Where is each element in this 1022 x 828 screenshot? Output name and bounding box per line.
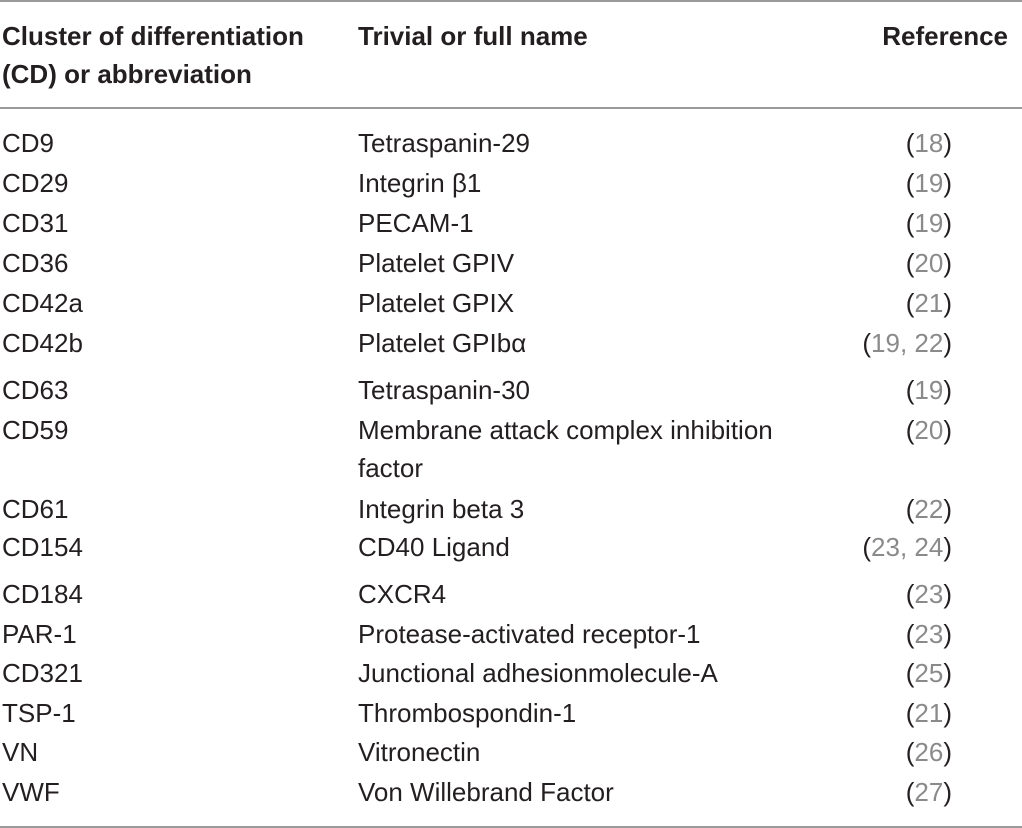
table-bottom-rule (0, 826, 1022, 828)
name-cell: Integrin β1 (358, 168, 482, 198)
reference-link[interactable]: 20 (914, 415, 944, 445)
cd-cell: CD9 (2, 128, 55, 158)
cd-cell: CD59 (2, 415, 69, 445)
reference-cell: (19) (905, 375, 952, 405)
header-name: Trivial or full name (358, 21, 588, 51)
reference-link[interactable]: 21 (914, 698, 944, 728)
cd-cell: CD184 (2, 579, 83, 609)
cd-cell: CD154 (2, 532, 83, 562)
table-top-rule (0, 0, 1022, 2)
reference-link[interactable]: 23 (914, 619, 944, 649)
reference-cell: (23) (905, 579, 952, 609)
reference-cell: (20) (905, 415, 952, 445)
reference-link[interactable]: 19 (914, 375, 944, 405)
name-cell: Platelet GPIV (358, 248, 515, 278)
header-reference: Reference (882, 21, 1008, 51)
reference-link[interactable]: 19 (914, 168, 944, 198)
reference-link[interactable]: 27 (914, 777, 944, 807)
reference-cell: (18) (905, 128, 952, 158)
reference-cell: (25) (905, 658, 952, 688)
reference-link[interactable]: 25 (914, 658, 944, 688)
cd-cell: TSP-1 (2, 698, 76, 728)
name-line: Membrane attack complex inhibition (358, 415, 773, 445)
reference-link[interactable]: 20 (914, 248, 944, 278)
name-line: factor (358, 453, 424, 483)
reference-link[interactable]: 21 (914, 288, 944, 318)
reference-cell: (19) (905, 168, 952, 198)
cd-cell: VWF (2, 777, 60, 807)
name-cell: CXCR4 (358, 579, 447, 609)
name-cell: Thrombospondin-1 (358, 698, 577, 728)
reference-link[interactable]: 18 (914, 128, 944, 158)
reference-link[interactable]: 22 (914, 494, 944, 524)
reference-cell: (21) (905, 698, 952, 728)
cd-cell: CD29 (2, 168, 69, 198)
reference-link[interactable]: 26 (914, 737, 944, 767)
name-cell: Platelet GPIX (358, 288, 515, 318)
reference-cell: (23, 24) (862, 532, 952, 562)
cd-cell: CD321 (2, 658, 83, 688)
header-cd-line1: Cluster of differentiation (2, 21, 304, 51)
cd-cell: CD36 (2, 248, 69, 278)
reference-cell: (19, 22) (862, 328, 952, 358)
name-cell: Tetraspanin-29 (358, 128, 530, 158)
cd-cell: CD63 (2, 375, 69, 405)
reference-cell: (26) (905, 737, 952, 767)
name-cell: Integrin beta 3 (358, 494, 525, 524)
cd-cell: CD61 (2, 494, 69, 524)
reference-cell: (20) (905, 248, 952, 278)
table-header-rule (0, 107, 1022, 109)
name-cell: PECAM-1 (358, 208, 474, 238)
reference-cell: (22) (905, 494, 952, 524)
name-cell: Vitronectin (358, 737, 481, 767)
name-cell: Tetraspanin-30 (358, 375, 530, 405)
name-cell: Platelet GPIbα (358, 328, 527, 358)
reference-cell: (27) (905, 777, 952, 807)
reference-cell: (23) (905, 619, 952, 649)
name-cell: Protease-activated receptor-1 (358, 619, 701, 649)
name-cell: Membrane attack complex inhibition facto… (358, 411, 828, 487)
reference-link[interactable]: 19, 22 (871, 328, 944, 358)
cd-cell: CD42a (2, 288, 83, 318)
reference-link[interactable]: 23, 24 (871, 532, 944, 562)
cd-cell: PAR-1 (2, 619, 77, 649)
reference-link[interactable]: 23 (914, 579, 944, 609)
reference-cell: (21) (905, 288, 952, 318)
reference-link[interactable]: 19 (914, 208, 944, 238)
cd-cell: CD42b (2, 328, 83, 358)
header-cd: Cluster of differentiation (CD) or abbre… (2, 17, 352, 93)
cd-cell: VN (2, 737, 39, 767)
header-cd-line2: (CD) or abbreviation (2, 59, 252, 89)
reference-cell: (19) (905, 208, 952, 238)
name-cell: Junctional adhesionmolecule-A (358, 658, 718, 688)
name-cell: CD40 Ligand (358, 532, 510, 562)
name-cell: Von Willebrand Factor (358, 777, 614, 807)
cd-cell: CD31 (2, 208, 69, 238)
